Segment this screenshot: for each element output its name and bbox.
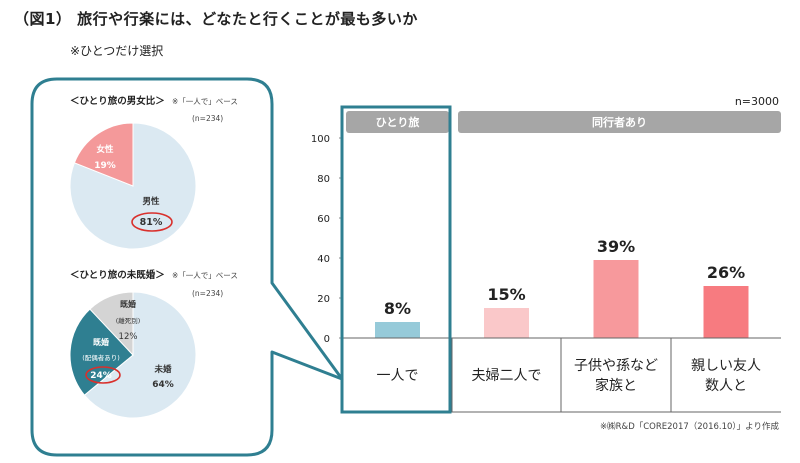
y-tick-label-100: 100 (311, 134, 330, 145)
pie2-sublabel-married: (配偶者あり) (82, 353, 120, 362)
pie2-label-single: 未婚 (153, 364, 172, 375)
pie1-value-female: 19% (94, 161, 116, 171)
pie2-value-married: 24% (90, 371, 112, 381)
category-label-2: 子供や孫など家族と (574, 358, 658, 394)
pie2-title: ＜ひとり旅の未既婚＞ (70, 269, 165, 281)
bar-value-label-3: 26% (707, 263, 745, 282)
category-label-0: 一人で (377, 368, 419, 384)
pie1-label-female: 女性 (96, 144, 114, 155)
group-header-bg-0 (346, 111, 449, 133)
bar-1 (484, 308, 529, 338)
pie1-title: ＜ひとり旅の男女比＞ (70, 95, 165, 107)
pie2-slice-0 (83, 291, 197, 419)
source-note: ※㈱R&D「CORE2017（2016.10）」より作成 (600, 421, 779, 432)
bar-n-label: n=3000 (735, 95, 779, 108)
pie1-value-male: 81% (140, 217, 163, 228)
bar-series: 8% 15% 39% 26% (375, 237, 749, 338)
pie2-base-note: ※「一人で」ベース (172, 271, 238, 280)
solo-highlight-frame (340, 105, 452, 414)
pie2-n-label: (n=234) (192, 289, 223, 298)
bar-2 (593, 260, 639, 338)
pie2-highlight-circle (85, 366, 121, 384)
bar-0 (375, 322, 420, 338)
category-label-line: 数人と (705, 378, 747, 394)
category-label-line: 夫婦二人で (472, 367, 542, 384)
bar-value-label-0: 8% (384, 299, 411, 318)
category-label-line: 家族と (595, 377, 637, 394)
category-label-line: 一人で (377, 368, 419, 384)
pie1-base-note: ※「一人で」ベース (172, 97, 238, 106)
bar-value-label-2: 39% (597, 237, 635, 256)
y-tick-label-40: 40 (317, 254, 330, 265)
pie2-value-single: 64% (152, 380, 174, 390)
y-tick-label-20: 20 (317, 294, 330, 305)
pie2-label-divorced: 既婚 (120, 299, 136, 309)
category-label-line: 親しい友人 (691, 358, 761, 374)
y-tick-label-60: 60 (317, 214, 330, 225)
pie2-slices (69, 291, 197, 419)
pie1-n-label: (n=234) (192, 114, 223, 123)
group-header-label-1: 同行者あり (592, 115, 647, 129)
bar-value-label-1: 15% (487, 285, 525, 304)
group-header-bg-1 (458, 111, 781, 133)
pie1-label-male: 男性 (142, 196, 160, 207)
group-header-label-0: ひとり旅 (376, 115, 420, 129)
pie1-highlight-circle (131, 212, 173, 232)
category-label-1: 夫婦二人で (472, 367, 542, 384)
y-tick-label-0: 0 (324, 334, 330, 345)
bar-3 (703, 286, 749, 338)
pie2-value-divorced: 12% (119, 332, 138, 342)
page-subtitle: ※ひとつだけ選択 (70, 44, 164, 58)
group-headers: ひとり旅 同行者あり (346, 111, 781, 133)
y-tick-label-80: 80 (317, 174, 330, 185)
y-axis: 0 20 40 60 80 100 (311, 134, 344, 345)
pie2-slice-2 (89, 291, 134, 357)
pie1-slices (69, 122, 197, 250)
page-title: （図1） 旅行や行楽には、どなたと行くことが最も多いか (14, 10, 418, 28)
pie2-sublabel-divorced: (離死別) (116, 316, 141, 325)
pie1-slice-1 (73, 122, 134, 187)
category-label-line: 子供や孫など (574, 358, 658, 374)
callout-panel (30, 77, 344, 457)
pie2-label-married: 既婚 (93, 337, 109, 347)
category-label-3: 親しい友人数人と (691, 358, 761, 394)
